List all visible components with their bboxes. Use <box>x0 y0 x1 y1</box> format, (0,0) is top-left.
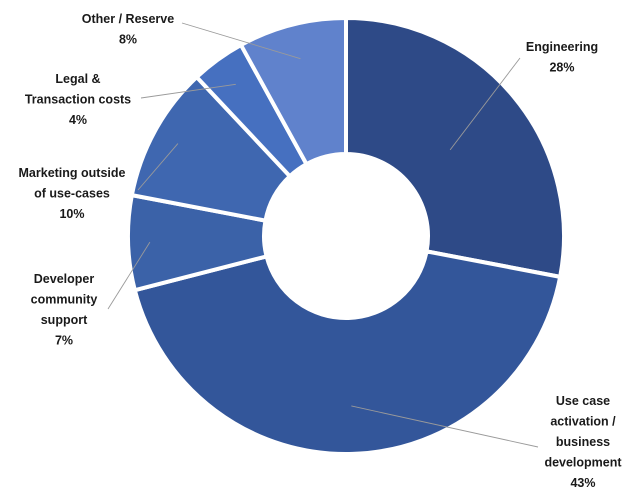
slice-engineering <box>344 15 566 280</box>
category-label-line: community <box>31 293 98 307</box>
category-label-line: Engineering <box>526 40 598 54</box>
leader-line-developer-community-support <box>107 241 151 310</box>
category-label-line: Legal & <box>55 72 100 86</box>
category-label-line: Marketing outside <box>19 166 126 180</box>
category-label-line: Transaction costs <box>25 93 131 107</box>
value-label: 7% <box>55 334 73 348</box>
leader-line-engineering <box>449 57 521 151</box>
category-label-line: business <box>556 435 610 449</box>
category-label-line: development <box>544 456 622 470</box>
slice-use-case-activation-business-development <box>132 249 563 456</box>
leader-line-legal-transaction-costs <box>140 83 236 99</box>
label-developer-community-support: Developer community support 7% <box>31 272 98 348</box>
labels-group: Engineering 28% Use case activation / busine… <box>19 12 623 490</box>
slices-group <box>126 15 566 456</box>
value-label: 8% <box>119 33 137 47</box>
leader-line-other-reserve <box>181 22 301 60</box>
label-use-case-activation-business-development: Use case activation / business development 4… <box>544 394 622 490</box>
leader-line-marketing-outside-of-use-cases <box>137 143 179 191</box>
category-label-line: Developer <box>34 272 95 286</box>
label-legal-transaction-costs: Legal & Transaction costs 4% <box>25 72 131 127</box>
value-label: 4% <box>69 113 87 127</box>
category-label-line: activation / <box>550 415 616 429</box>
category-label-line: Use case <box>556 394 610 408</box>
leader-lines-group <box>107 22 539 448</box>
category-label-line: of use-cases <box>34 187 110 201</box>
value-label: 43% <box>570 476 595 490</box>
label-other-reserve: Other / Reserve 8% <box>82 12 174 47</box>
slice-marketing-outside-of-use-cases <box>129 74 293 223</box>
leader-line-use-case-activation-business-development <box>351 405 539 448</box>
value-label: 10% <box>59 207 84 221</box>
label-engineering: Engineering 28% <box>526 40 598 75</box>
value-label: 28% <box>549 61 574 75</box>
label-marketing-outside-of-use-cases: Marketing outside of use-cases 10% <box>19 166 126 221</box>
slice-other-reserve <box>238 15 348 167</box>
category-label-line: Other / Reserve <box>82 12 174 26</box>
category-label-line: support <box>41 313 88 327</box>
